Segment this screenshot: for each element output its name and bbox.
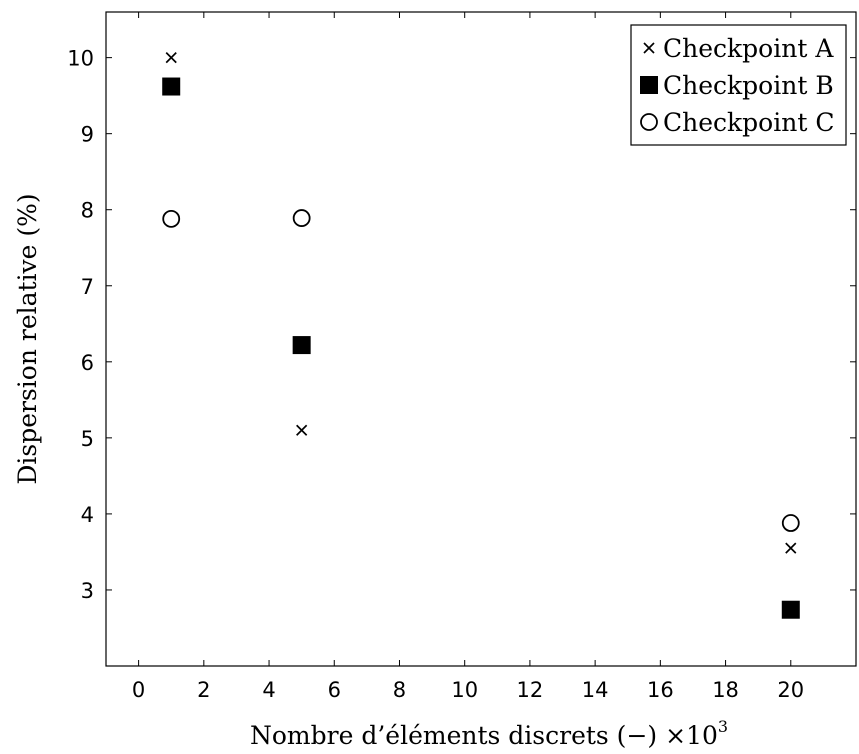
legend-label-checkpoint-a: Checkpoint A — [663, 34, 834, 63]
y-tick-label: 7 — [81, 275, 94, 299]
legend: Checkpoint A Checkpoint B Checkpoint C — [630, 24, 847, 146]
x-tick-label: 6 — [328, 678, 341, 702]
y-tick-label: 3 — [81, 579, 94, 603]
series-b-point — [292, 336, 311, 355]
y-tick-label: 8 — [81, 199, 94, 223]
series-b-point — [162, 77, 181, 96]
series-c-point — [781, 514, 800, 532]
x-axis-label: Nombre d’éléments discrets (−) ×103 — [250, 717, 728, 750]
series-b-point — [781, 600, 800, 619]
x-tick-label: 14 — [582, 678, 609, 702]
y-tick-label: 10 — [67, 47, 94, 71]
series-a-point — [165, 52, 177, 64]
series-a-point — [785, 542, 797, 554]
x-tick-label: 18 — [712, 678, 739, 702]
legend-markers — [640, 42, 658, 131]
legend-marker-series-b — [640, 76, 658, 94]
x-tick-label: 4 — [262, 678, 275, 702]
y-tick-label: 9 — [81, 123, 94, 147]
legend-box — [630, 24, 847, 146]
y-tick-label: 4 — [81, 503, 94, 527]
series-a-point — [296, 424, 308, 436]
plot-frame — [105, 11, 857, 667]
x-tick-label: 20 — [777, 678, 804, 702]
series-c-point — [162, 209, 181, 228]
y-tick-label: 6 — [81, 351, 94, 375]
legend-marker-series-a — [643, 42, 655, 54]
y-tick-label: 5 — [81, 427, 94, 451]
y-axis-label: Dispersion relative (%) — [13, 193, 42, 484]
x-axis-label-text: Nombre d’éléments discrets (−) — [250, 721, 657, 750]
legend-marker-series-c — [640, 113, 658, 131]
x-tick-label: 10 — [451, 678, 478, 702]
axis-ticks: 0 2 4 6 8 10 12 14 16 18 20 3 4 5 6 7 8 9 10 — [67, 12, 856, 702]
legend-label-checkpoint-c: Checkpoint C — [663, 108, 834, 137]
x-tick-label: 0 — [132, 678, 145, 702]
x-tick-label: 12 — [517, 678, 544, 702]
x-axis-multiplier-exponent: 3 — [718, 717, 728, 736]
x-tick-label: 2 — [197, 678, 210, 702]
data-points — [162, 52, 800, 619]
x-tick-label: 8 — [393, 678, 406, 702]
legend-label-checkpoint-b: Checkpoint B — [663, 71, 834, 100]
series-c-point — [292, 209, 311, 227]
x-axis-multiplier: ×10 — [665, 721, 718, 750]
x-tick-label: 16 — [647, 678, 674, 702]
